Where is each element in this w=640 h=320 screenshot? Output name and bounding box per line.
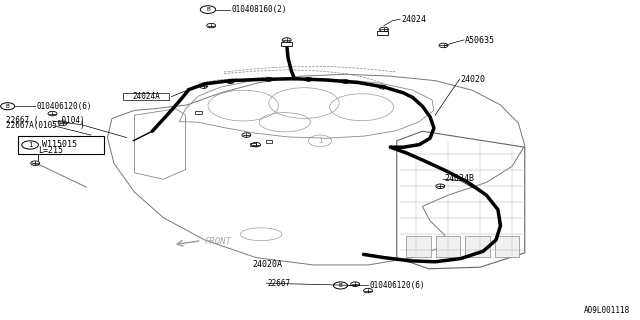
Bar xyxy=(123,93,169,100)
Text: 24024: 24024 xyxy=(401,15,426,24)
Bar xyxy=(406,236,431,257)
Text: FRONT: FRONT xyxy=(205,237,232,246)
Text: L=215: L=215 xyxy=(38,146,63,155)
Bar xyxy=(195,111,202,114)
Text: W115015: W115015 xyxy=(42,140,77,149)
Text: B: B xyxy=(6,104,10,109)
Text: 24024A: 24024A xyxy=(132,92,160,101)
Text: 24020A: 24020A xyxy=(253,260,283,269)
Text: 1: 1 xyxy=(317,138,323,144)
Bar xyxy=(250,143,256,146)
Text: B: B xyxy=(339,283,342,288)
Text: 22667: 22667 xyxy=(268,279,291,288)
Text: 010406120(6): 010406120(6) xyxy=(36,102,92,111)
Text: B: B xyxy=(206,7,210,12)
Bar xyxy=(465,236,490,257)
Text: 22667 (    -0104): 22667 ( -0104) xyxy=(6,116,85,124)
Text: A09L001118: A09L001118 xyxy=(584,306,630,315)
Bar xyxy=(281,42,292,46)
Text: 24024B: 24024B xyxy=(444,174,474,183)
Bar xyxy=(495,236,519,257)
Bar xyxy=(377,31,388,35)
Text: 010408160(2): 010408160(2) xyxy=(232,5,287,14)
Text: 1: 1 xyxy=(28,142,33,148)
Text: 010406120(6): 010406120(6) xyxy=(369,281,425,290)
Text: 22667A(0105-    ): 22667A(0105- ) xyxy=(6,121,85,130)
FancyBboxPatch shape xyxy=(18,136,104,154)
Bar xyxy=(266,140,272,143)
Text: A50635: A50635 xyxy=(465,36,495,44)
Bar xyxy=(436,236,460,257)
Text: 24020: 24020 xyxy=(461,75,486,84)
